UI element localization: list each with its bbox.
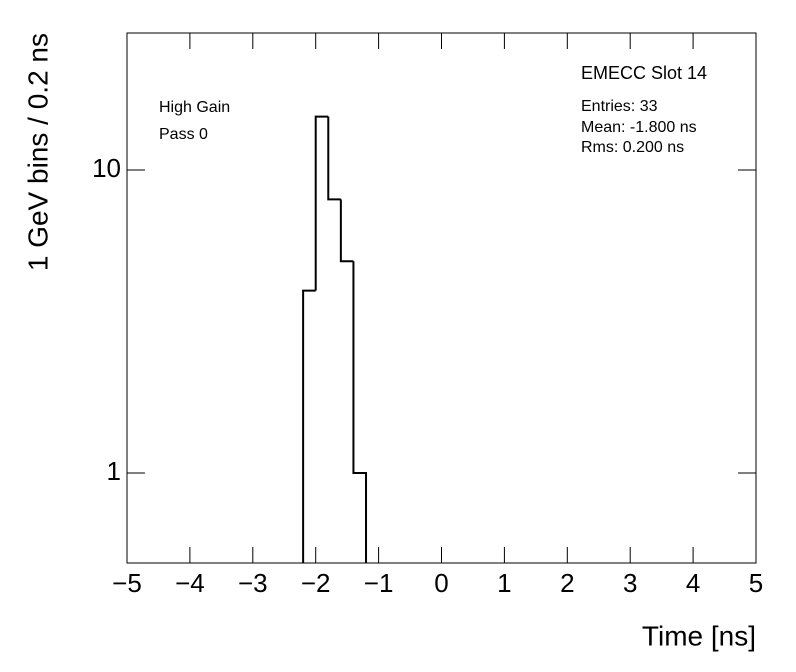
y-axis-title: 1 GeV bins / 0.2 ns (22, 33, 53, 271)
x-tick-label: −4 (175, 568, 205, 598)
histogram-bin (314, 115, 329, 291)
x-axis-title: Time [ns] (642, 620, 756, 651)
stats-line: Mean: -1.800 ns (581, 119, 697, 136)
annotation: High Gain (159, 99, 230, 116)
histogram-bin (339, 199, 354, 263)
x-tick-label: −2 (301, 568, 331, 598)
x-tick-label: −5 (112, 568, 142, 598)
x-tick-label: −1 (364, 568, 394, 598)
chart-title: EMECC Slot 14 (581, 63, 707, 83)
stats-line: Rms: 0.200 ns (581, 139, 684, 156)
x-tick-label: 5 (749, 568, 763, 598)
x-tick-label: 3 (623, 568, 637, 598)
y-tick-label: 10 (92, 153, 121, 183)
stats-line: Entries: 33 (581, 98, 658, 115)
x-tick-label: 0 (434, 568, 448, 598)
histogram-bin (302, 289, 316, 563)
x-tick-label: 4 (686, 568, 700, 598)
annotation: Pass 0 (159, 126, 208, 143)
x-tick-label: −3 (238, 568, 268, 598)
histogram-bin (327, 116, 341, 201)
y-tick-label: 1 (107, 456, 121, 486)
x-tick-label: 1 (497, 568, 511, 598)
histogram-bin (352, 261, 368, 563)
x-tick-label: 2 (560, 568, 574, 598)
